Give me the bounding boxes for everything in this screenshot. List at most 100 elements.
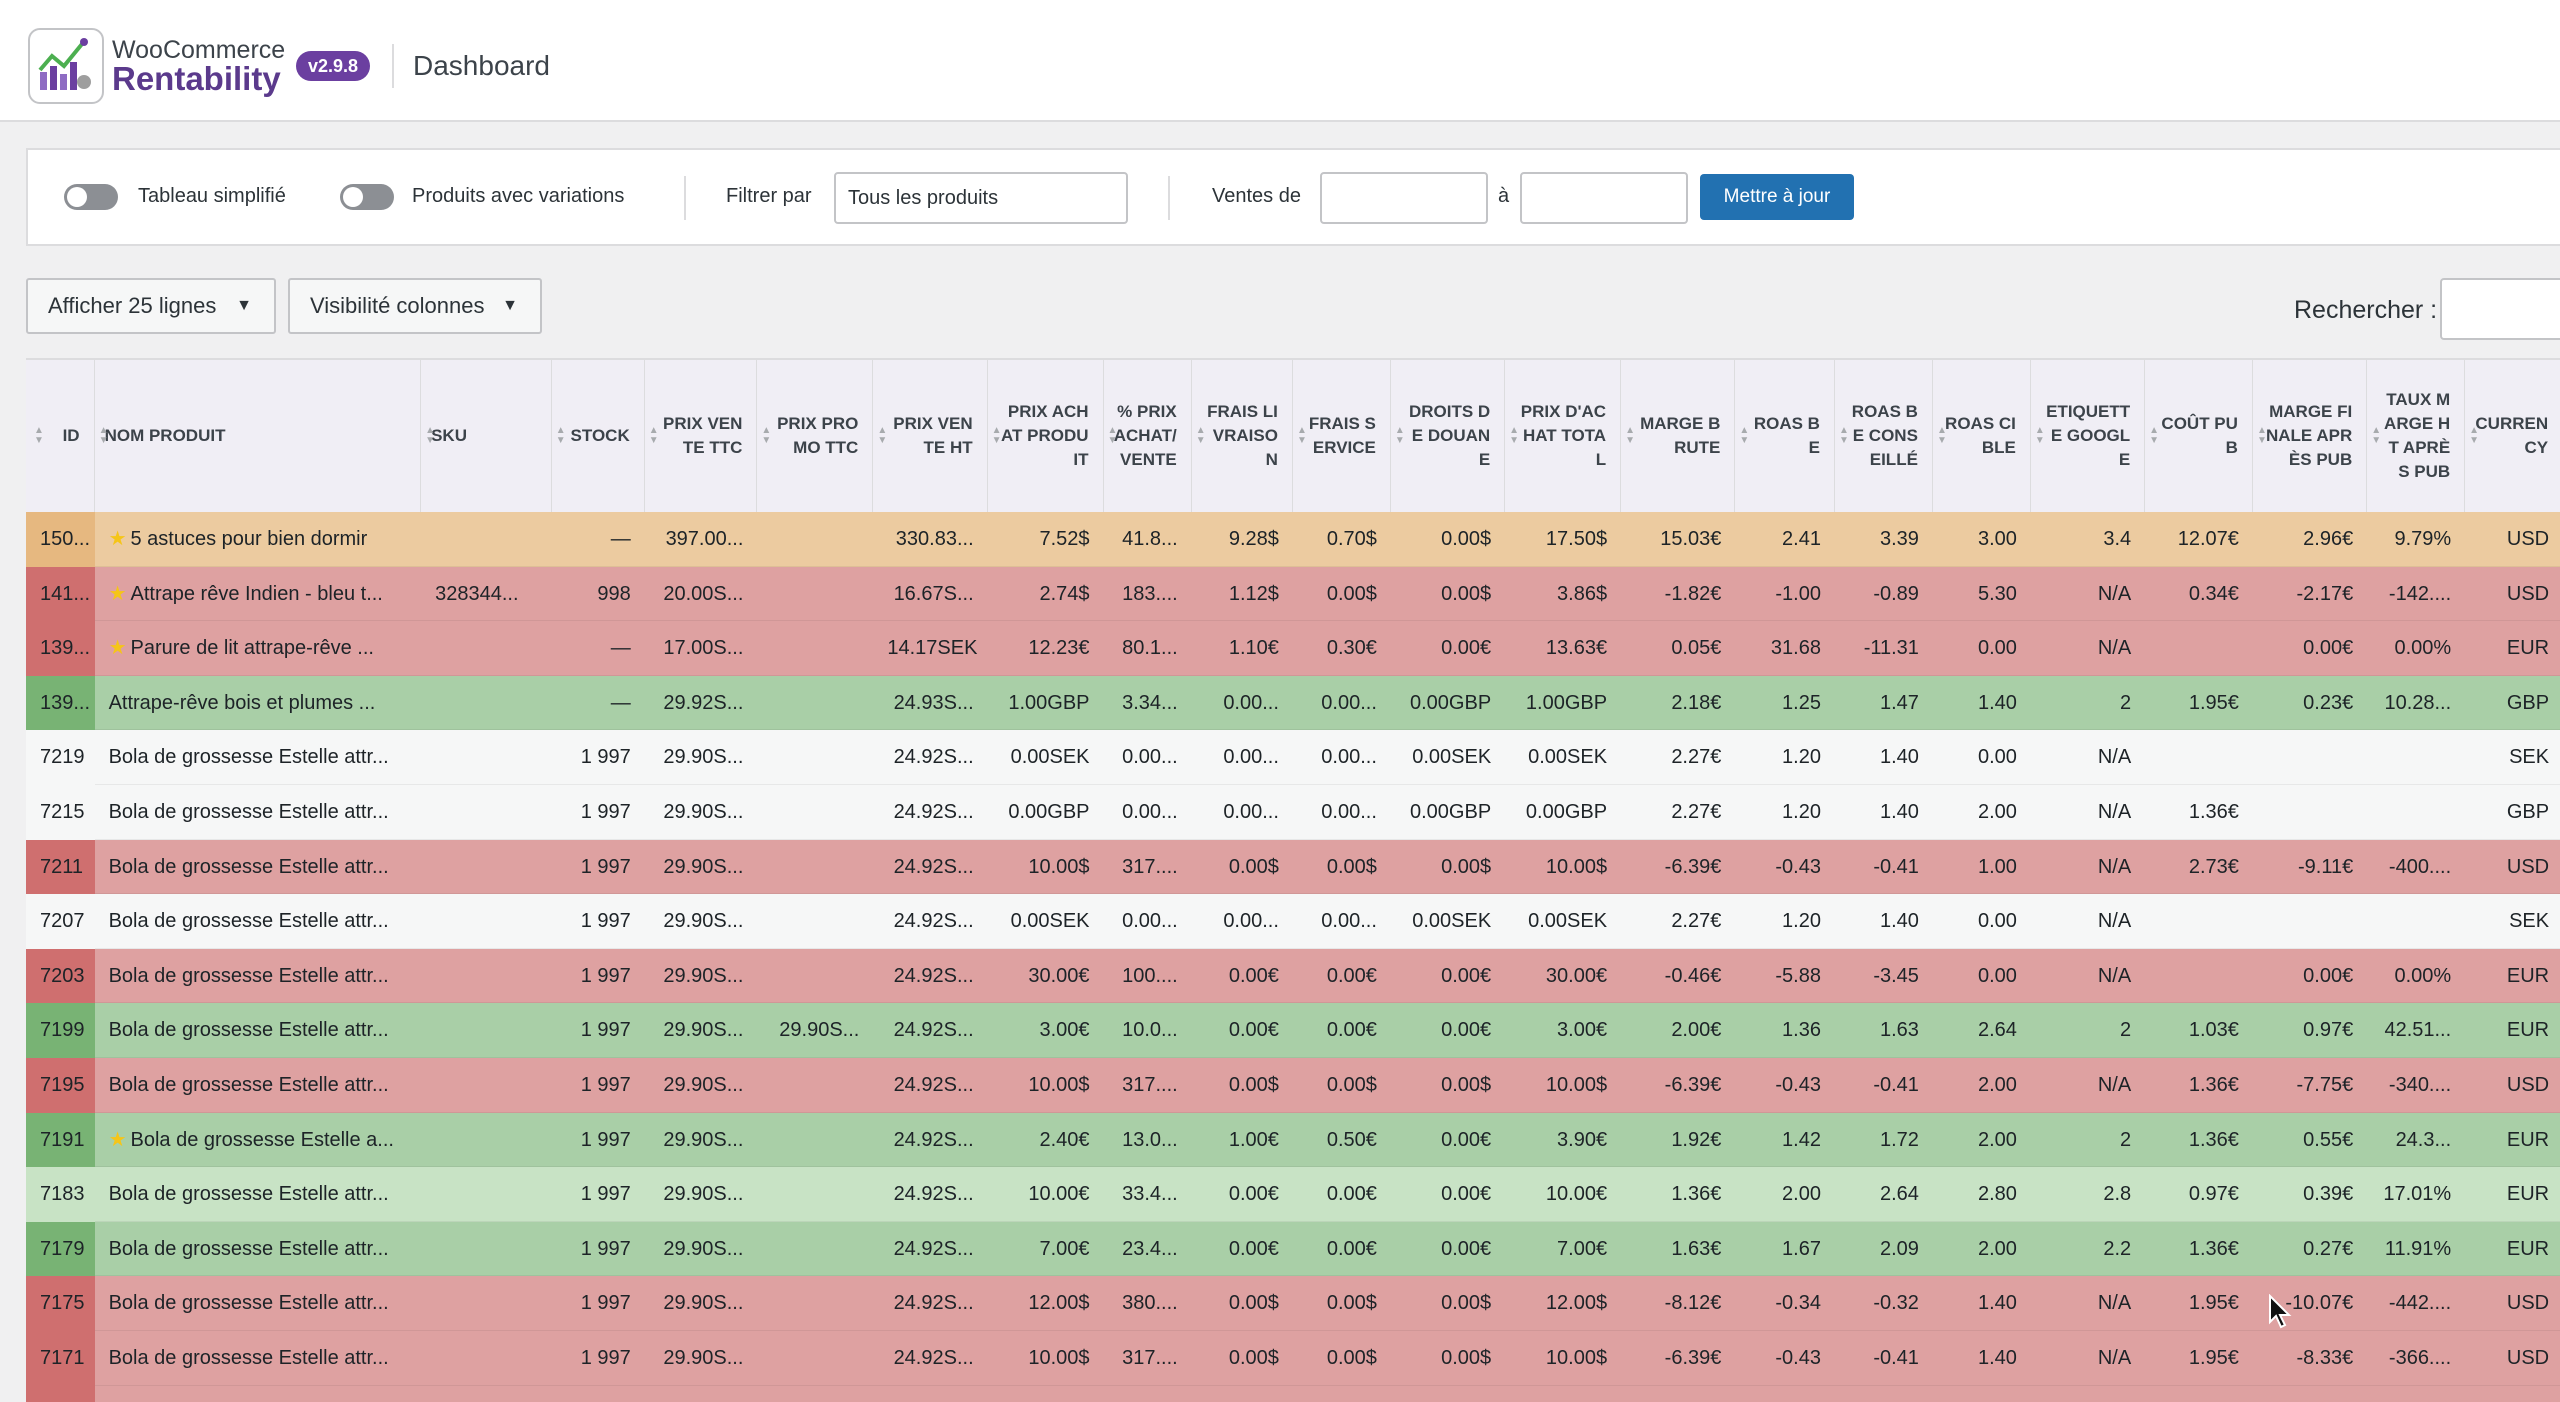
update-button[interactable]: Mettre à jour [1700, 174, 1854, 220]
table-cell: 0.00€ [1391, 1222, 1505, 1277]
cell-product-name[interactable]: ★ Attrape rêve Indien - bleu t... [95, 567, 422, 622]
cell-text: 1.36€ [2188, 1237, 2239, 1260]
column-header-21[interactable]: CURRENCY ▲ ▼ [2465, 360, 2560, 512]
table-row[interactable] [26, 1385, 2560, 1402]
table-row[interactable]: 7215 Bola de grossesse Estelle attr... 1 9… [26, 785, 2560, 840]
column-header-18[interactable]: COÛT PUB ▲ ▼ [2145, 360, 2253, 512]
cell-text: Bola de grossesse Estelle attr... [108, 801, 389, 823]
table-cell: 0.00GBP [1391, 676, 1505, 731]
column-header-5[interactable]: PRIX PROMO TTC ▲ ▼ [757, 360, 874, 512]
table-row[interactable]: 150... ★ 5 astuces pour bien dormir —397.00… [26, 512, 2560, 567]
cell-text: 29.92S... [663, 691, 744, 714]
column-header-10[interactable]: FRAIS SERVICE ▲ ▼ [1293, 360, 1391, 512]
table-cell: 10.28... [2367, 676, 2465, 731]
sales-to-date-input[interactable] [1520, 172, 1688, 224]
cell-text: 9.79% [2394, 528, 2452, 550]
table-cell: 100.... [1104, 949, 1192, 1004]
table-row[interactable]: 7191 ★ Bola de grossesse Estelle a... 1 997… [26, 1112, 2560, 1168]
column-header-20[interactable]: TAUX MARGE HT APRÈS PUB ▲ ▼ [2367, 360, 2466, 512]
column-header-13[interactable]: MARGE BRUTE ▲ ▼ [1621, 360, 1736, 512]
cell-product-name[interactable] [95, 1386, 422, 1402]
column-header-3[interactable]: STOCK ▲ ▼ [552, 360, 645, 512]
table-row[interactable]: 7199 Bola de grossesse Estelle attr... 1 9… [26, 1003, 2560, 1058]
table-row[interactable]: 7207 Bola de grossesse Estelle attr... 1 9… [26, 894, 2560, 949]
cell-text: 7.00€ [1039, 1237, 1090, 1260]
show-rows-dropdown[interactable]: Afficher 25 lignes ▼ [26, 278, 276, 334]
cell-product-name[interactable]: Bola de grossesse Estelle attr... [95, 1003, 422, 1058]
simple-table-toggle[interactable] [64, 184, 118, 210]
cell-id: 7175 [26, 1276, 95, 1331]
table-cell: 3.00€ [988, 1003, 1104, 1058]
cell-product-name[interactable]: Bola de grossesse Estelle attr... [95, 730, 422, 785]
table-cell [873, 1386, 987, 1402]
column-header-11[interactable]: DROITS DE DOUANE ▲ ▼ [1391, 360, 1506, 512]
table-cell: 3.90€ [1505, 1113, 1621, 1168]
cell-product-name[interactable]: Bola de grossesse Estelle attr... [95, 785, 422, 840]
column-header-6[interactable]: PRIX VENTE HT ▲ ▼ [873, 360, 988, 512]
table-cell [757, 840, 873, 895]
search-input[interactable] [2440, 278, 2560, 340]
cell-text: Bola de grossesse Estelle attr... [108, 855, 389, 878]
column-header-14[interactable]: ROAS BE ▲ ▼ [1735, 360, 1835, 512]
table-row[interactable]: 141... ★ Attrape rêve Indien - bleu t... 32… [26, 566, 2560, 622]
table-row[interactable]: 7171 Bola de grossesse Estelle attr... 1 9… [26, 1331, 2560, 1386]
sort-arrows-icon: ▲ ▼ [2149, 425, 2160, 446]
table-cell: N/A [2031, 621, 2145, 676]
table-cell [757, 621, 873, 676]
column-header-19[interactable]: MARGE FINALE APRÈS PUB ▲ ▼ [2253, 360, 2368, 512]
column-header-15[interactable]: ROAS BE CONSEILLÉ ▲ ▼ [1835, 360, 1933, 512]
cell-text: 0.00€ [2303, 637, 2354, 660]
column-header-8[interactable]: % PRIX ACHAT/VENTE ▲ ▼ [1104, 360, 1192, 512]
column-header-16[interactable]: ROAS CIBLE ▲ ▼ [1933, 360, 2031, 512]
cell-text: N/A [2097, 964, 2132, 987]
table-row[interactable]: 7179 Bola de grossesse Estelle attr... 1 9… [26, 1221, 2560, 1277]
table-cell [421, 1222, 552, 1277]
cell-text: USD [2506, 1292, 2550, 1315]
sales-from-date-input[interactable] [1320, 172, 1488, 224]
cell-product-name[interactable]: Bola de grossesse Estelle attr... [95, 1167, 422, 1222]
product-filter-select[interactable]: Tous les produits [834, 172, 1128, 224]
table-row[interactable]: 139... Attrape-rêve bois et plumes ... — 29… [26, 675, 2560, 731]
table-row[interactable]: 7219 Bola de grossesse Estelle attr... 1 9… [26, 730, 2560, 785]
cell-text: 1.03€ [2188, 1019, 2239, 1042]
cell-product-name[interactable]: Bola de grossesse Estelle attr... [95, 840, 422, 895]
cell-product-name[interactable]: Attrape-rêve bois et plumes ... [95, 676, 422, 731]
cell-product-name[interactable]: ★ 5 astuces pour bien dormir [95, 512, 422, 567]
table-row[interactable]: 7203 Bola de grossesse Estelle attr... 1 9… [26, 948, 2560, 1004]
table-cell: 1.36€ [2145, 1058, 2253, 1113]
cell-product-name[interactable]: ★ Parure de lit attrape-rêve ... [95, 621, 422, 676]
variations-toggle[interactable] [340, 184, 394, 210]
cell-text: 7203 [40, 964, 85, 987]
table-row[interactable]: 7195 Bola de grossesse Estelle attr... 1 9… [26, 1058, 2560, 1113]
table-cell: 0.00€ [1192, 1222, 1293, 1277]
column-header-12[interactable]: PRIX D'ACHAT TOTAL ▲ ▼ [1505, 360, 1622, 512]
column-header-0[interactable]: ID ▲ ▼ [26, 360, 95, 512]
cell-product-name[interactable]: Bola de grossesse Estelle attr... [95, 1331, 422, 1386]
cell-product-name[interactable]: ★ Bola de grossesse Estelle a... [95, 1113, 422, 1168]
cell-product-name[interactable]: Bola de grossesse Estelle attr... [95, 1222, 422, 1277]
cell-text: 0.70$ [1326, 528, 1377, 550]
cell-product-name[interactable]: Bola de grossesse Estelle attr... [95, 949, 422, 1004]
cell-product-name[interactable]: Bola de grossesse Estelle attr... [95, 894, 422, 949]
column-header-9[interactable]: FRAIS LIVRAISON ▲ ▼ [1192, 360, 1293, 512]
cell-product-name[interactable]: Bola de grossesse Estelle attr... [95, 1058, 422, 1113]
table-row[interactable]: 7183 Bola de grossesse Estelle attr... 1 9… [26, 1167, 2560, 1222]
table-row[interactable]: 7211 Bola de grossesse Estelle attr... 1 9… [26, 839, 2560, 895]
column-header-7[interactable]: PRIX ACHAT PRODUIT ▲ ▼ [988, 360, 1104, 512]
star-icon: ★ [108, 1128, 127, 1151]
cell-text: Bola de grossesse Estelle attr... [108, 1237, 389, 1260]
filter-bar: Tableau simplifié Produits avec variatio… [26, 148, 2560, 246]
table-cell: 0.00$ [1391, 1058, 1505, 1113]
column-header-2[interactable]: SKU ▲ ▼ [421, 360, 552, 512]
table-row[interactable]: 7175 Bola de grossesse Estelle attr... 1 9… [26, 1276, 2560, 1331]
columns-visibility-dropdown[interactable]: Visibilité colonnes ▼ [288, 278, 542, 334]
column-header-label: MARGE FINALE APRÈS PUB [2265, 402, 2353, 469]
cell-text: 0.27€ [2303, 1237, 2354, 1260]
column-header-4[interactable]: PRIX VENTE TTC ▲ ▼ [645, 360, 758, 512]
column-header-17[interactable]: ETIQUETTE GOOGLE ▲ ▼ [2031, 360, 2146, 512]
column-header-1[interactable]: NOM PRODUIT ▲ ▼ [95, 360, 422, 512]
cell-product-name[interactable]: Bola de grossesse Estelle attr... [95, 1276, 422, 1331]
cell-text: 24.92S... [893, 1347, 974, 1369]
table-row[interactable]: 139... ★ Parure de lit attrape-rêve ... —17… [26, 621, 2560, 676]
cell-text: 0.00GBP [1410, 691, 1492, 714]
